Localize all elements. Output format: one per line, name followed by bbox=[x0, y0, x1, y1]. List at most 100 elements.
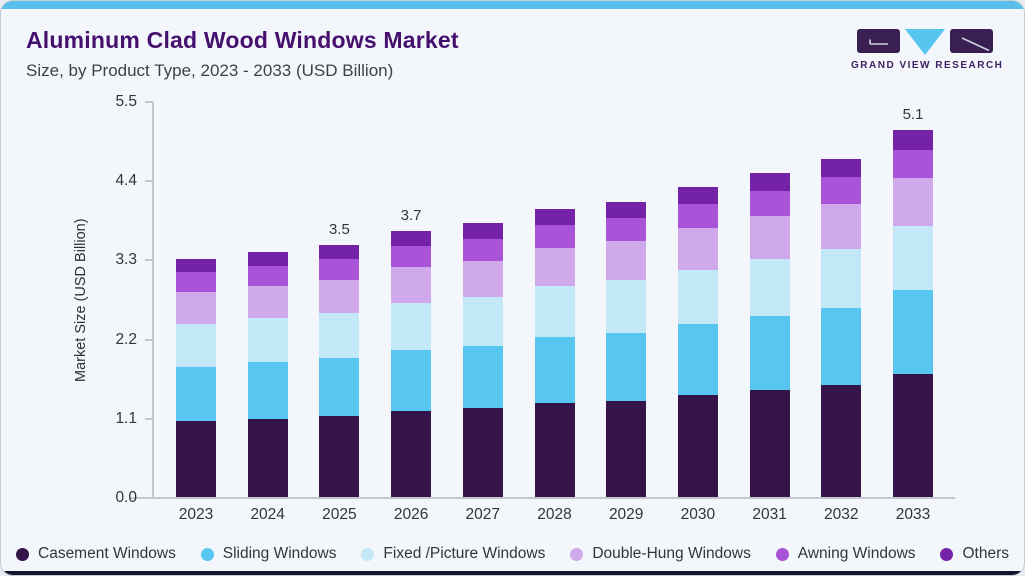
bar-segment[interactable] bbox=[534, 209, 575, 225]
x-tick-label: 2028 bbox=[537, 506, 572, 523]
top-accent-bar bbox=[1, 1, 1024, 9]
bar-segment[interactable] bbox=[677, 324, 718, 395]
bar-segment[interactable] bbox=[893, 149, 933, 179]
bar-segment[interactable] bbox=[462, 238, 503, 261]
bar-segment[interactable] bbox=[749, 315, 790, 390]
legend-item[interactable]: Others bbox=[940, 545, 1009, 563]
bar-segment[interactable] bbox=[176, 421, 216, 497]
stacked-bar-2029[interactable] bbox=[606, 201, 647, 497]
legend-item[interactable]: Sliding Windows bbox=[200, 545, 336, 563]
bar-segment[interactable] bbox=[391, 350, 432, 412]
bar-value-label: 3.7 bbox=[400, 206, 422, 224]
bar-segment[interactable] bbox=[677, 269, 718, 325]
bar-segment[interactable] bbox=[319, 312, 360, 359]
bar-segment[interactable] bbox=[534, 224, 575, 248]
bar-segment[interactable] bbox=[319, 259, 360, 280]
stacked-bar-2031[interactable] bbox=[749, 173, 790, 497]
bar-segment[interactable] bbox=[821, 158, 862, 178]
x-tick-label: 2032 bbox=[824, 506, 859, 523]
bar-segment[interactable] bbox=[319, 415, 360, 497]
legend-item[interactable]: Casement Windows bbox=[16, 545, 176, 563]
bar-segment[interactable] bbox=[821, 204, 862, 249]
bar-segment[interactable] bbox=[893, 373, 933, 497]
bar-segment[interactable] bbox=[677, 187, 718, 204]
bar-segment[interactable] bbox=[677, 228, 718, 270]
bar-segment[interactable] bbox=[677, 394, 718, 497]
bar-segment[interactable] bbox=[319, 279, 360, 313]
stacked-bar-2028[interactable] bbox=[534, 209, 575, 497]
bar-segment[interactable] bbox=[534, 337, 575, 404]
y-tick-label: 4.4 bbox=[115, 172, 137, 190]
legend-item[interactable]: Double-Hung Windows bbox=[570, 545, 751, 563]
bar-segment[interactable] bbox=[534, 403, 575, 497]
bar-segment[interactable] bbox=[749, 173, 790, 192]
bar-segment[interactable] bbox=[462, 408, 503, 497]
y-tick-label: 0.0 bbox=[115, 489, 137, 506]
y-tick-mark bbox=[145, 101, 153, 103]
bar-segment[interactable] bbox=[176, 291, 216, 324]
stacked-bar-2032[interactable] bbox=[821, 158, 862, 497]
legend-item[interactable]: Awning Windows bbox=[775, 545, 916, 563]
legend-label: Awning Windows bbox=[797, 545, 916, 562]
bar-segment[interactable] bbox=[391, 411, 432, 497]
bar-segment[interactable] bbox=[176, 323, 216, 367]
legend-label: Casement Windows bbox=[38, 545, 176, 562]
bar-segment[interactable] bbox=[247, 318, 288, 363]
logo-r-stroke-icon bbox=[961, 37, 990, 52]
bar-segment[interactable] bbox=[247, 362, 288, 419]
bar-segment[interactable] bbox=[749, 258, 790, 316]
logo-g-block bbox=[857, 29, 900, 53]
bar-segment[interactable] bbox=[677, 204, 718, 229]
x-tick-label: 2026 bbox=[393, 506, 429, 523]
bar-segment[interactable] bbox=[606, 280, 647, 333]
legend-item[interactable]: Fixed /Picture Windows bbox=[361, 545, 545, 563]
bar-segment[interactable] bbox=[606, 400, 647, 497]
bar-segment[interactable] bbox=[391, 245, 432, 268]
stacked-bar-2024[interactable] bbox=[247, 252, 288, 497]
stacked-bar-2033[interactable] bbox=[893, 129, 933, 497]
legend-label: Fixed /Picture Windows bbox=[383, 545, 546, 562]
bar-segment[interactable] bbox=[247, 265, 288, 287]
bar-segment[interactable] bbox=[749, 191, 790, 217]
stacked-bar-2026[interactable] bbox=[391, 230, 432, 497]
bar-segment[interactable] bbox=[893, 178, 933, 227]
bar-segment[interactable] bbox=[391, 230, 432, 246]
bar-segment[interactable] bbox=[606, 217, 647, 242]
bar-segment[interactable] bbox=[462, 345, 503, 409]
stacked-bar-2030[interactable] bbox=[677, 187, 718, 497]
bar-segment[interactable] bbox=[821, 248, 862, 308]
bar-segment[interactable] bbox=[821, 384, 862, 497]
bar-segment[interactable] bbox=[462, 260, 503, 297]
bar-segment[interactable] bbox=[391, 267, 432, 303]
bar-segment[interactable] bbox=[821, 307, 862, 385]
bar-segment[interactable] bbox=[821, 177, 862, 204]
bar-segment[interactable] bbox=[462, 223, 503, 239]
bar-segment[interactable] bbox=[606, 241, 647, 281]
bar-segment[interactable] bbox=[749, 389, 790, 497]
bar-segment[interactable] bbox=[893, 289, 933, 374]
bar-segment[interactable] bbox=[247, 286, 288, 319]
stacked-bar-2023[interactable] bbox=[176, 259, 216, 497]
bar-segment[interactable] bbox=[749, 216, 790, 259]
bar-segment[interactable] bbox=[319, 358, 360, 416]
bar-segment[interactable] bbox=[534, 286, 575, 338]
y-tick-label: 2.2 bbox=[115, 330, 137, 348]
bar-segment[interactable] bbox=[176, 366, 216, 422]
bar-segment[interactable] bbox=[893, 129, 933, 150]
bar-segment[interactable] bbox=[606, 332, 647, 401]
bar-segment[interactable] bbox=[462, 296, 503, 346]
bar-segment[interactable] bbox=[247, 252, 288, 266]
bar-segment[interactable] bbox=[893, 226, 933, 290]
bar-segment[interactable] bbox=[247, 418, 288, 497]
bar-segment[interactable] bbox=[176, 272, 216, 292]
bar-segment[interactable] bbox=[534, 247, 575, 287]
stacked-bar-2025[interactable] bbox=[319, 245, 360, 497]
bar-segment[interactable] bbox=[176, 259, 216, 273]
legend-dot-icon bbox=[570, 547, 584, 561]
grand-view-research-logo: GRAND VIEW RESEARCH bbox=[851, 29, 1002, 71]
bar-segment[interactable] bbox=[606, 201, 647, 218]
bar-segment[interactable] bbox=[319, 245, 360, 260]
stacked-bar-2027[interactable] bbox=[462, 223, 503, 497]
bar-segment[interactable] bbox=[391, 302, 432, 351]
